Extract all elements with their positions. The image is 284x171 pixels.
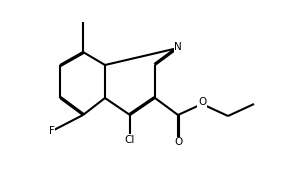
Text: O: O [174, 137, 182, 147]
Text: N: N [174, 42, 182, 52]
Text: F: F [49, 126, 55, 136]
Text: Cl: Cl [125, 135, 135, 145]
Text: O: O [198, 97, 206, 107]
